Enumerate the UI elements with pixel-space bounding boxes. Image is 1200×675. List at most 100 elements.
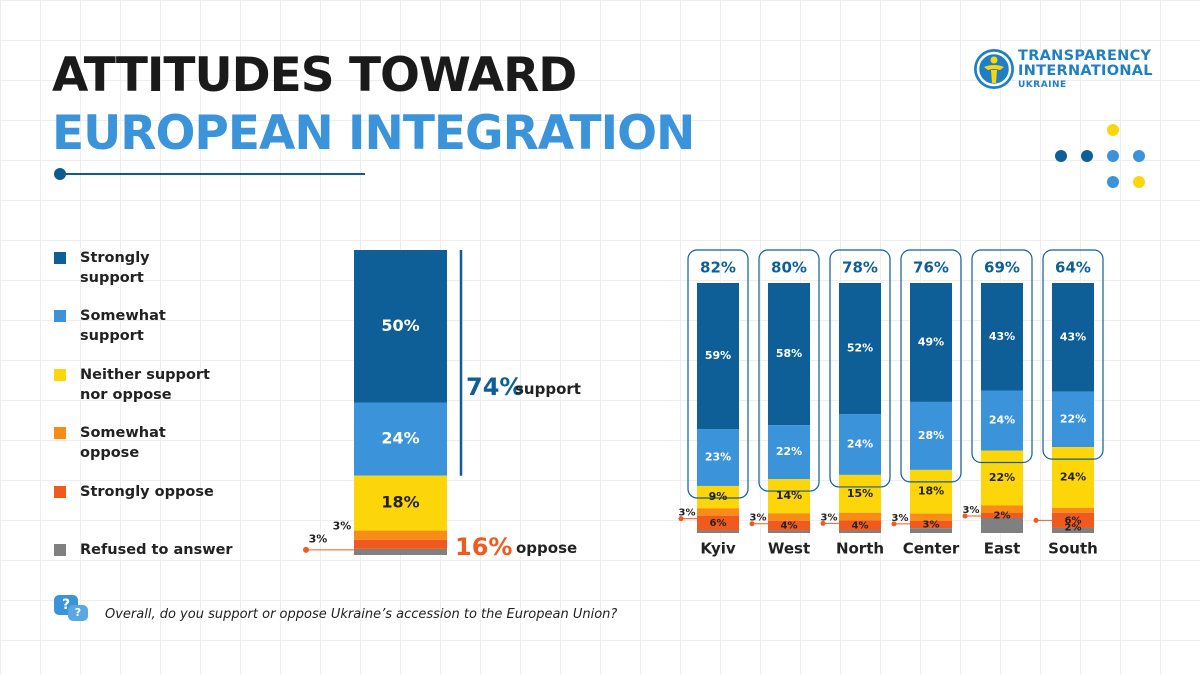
region-support-total: 69% (984, 259, 1020, 277)
region-bar-segment (839, 414, 881, 475)
region-support-box (758, 249, 820, 492)
region-bar-label: 24% (1060, 470, 1086, 483)
region-bar-label: 3% (963, 505, 980, 516)
leader-dot (303, 546, 309, 553)
total-bar-segment (354, 539, 447, 549)
total-bar-label: 3% (309, 532, 328, 545)
legend-swatch (54, 544, 66, 556)
title-line-2: EUROPEAN INTEGRATION (52, 106, 695, 161)
region-bar-segment (910, 469, 952, 514)
region-bar-segment (697, 530, 739, 533)
region-bar-label: 43% (1060, 330, 1086, 343)
region-bar-label: 23% (705, 451, 731, 464)
region-bar-label: 9% (709, 490, 728, 503)
region-bar-label: 3% (923, 520, 940, 531)
region-bar-label: 49% (918, 335, 944, 348)
region-bar-segment (768, 425, 810, 480)
region-bar-label: 6% (710, 518, 727, 529)
question-icon: ? ? (54, 595, 96, 629)
region-bar-segment (697, 515, 739, 531)
decorative-dot (1107, 176, 1119, 188)
survey-question: Overall, do you support or oppose Ukrain… (105, 607, 618, 622)
region-support-total: 82% (700, 259, 736, 277)
region-bar-segment (768, 513, 810, 521)
region-bar-segment (981, 505, 1023, 513)
logo-icon (974, 49, 1014, 89)
region-support-total: 76% (913, 259, 949, 277)
region-bar-label: 4% (852, 520, 869, 531)
region-bar-segment (910, 401, 952, 470)
region-bar-label: 22% (989, 471, 1015, 484)
region-bar-segment (839, 512, 881, 521)
total-bar-label: 24% (381, 429, 419, 448)
region-bar-label: 3% (892, 513, 909, 524)
total-bar-segment (354, 530, 447, 540)
decorative-dot (1081, 150, 1093, 162)
region-bar-segment (697, 429, 739, 486)
total-bar-label: 18% (381, 493, 419, 512)
legend-label: Somewhat oppose (80, 425, 166, 461)
leader-dot (1033, 517, 1039, 523)
region-category-label: Center (903, 540, 960, 558)
region-support-box (687, 249, 749, 499)
region-bar-segment (1052, 512, 1094, 528)
region-bar-segment (697, 508, 739, 516)
region-category-label: North (836, 540, 884, 558)
oppose-total-word: oppose (516, 539, 578, 557)
region-bar-label: 24% (847, 438, 873, 451)
logo-text-line-3: UKRAINE (1018, 80, 1067, 90)
region-bar-segment (839, 474, 881, 513)
region-bar-segment (1052, 527, 1094, 533)
region-bar-label: 18% (918, 485, 944, 498)
region-bar-label: 24% (989, 414, 1015, 427)
total-bar-segment (354, 548, 447, 555)
region-category-label: East (984, 540, 1020, 558)
region-bar-segment (981, 390, 1023, 451)
region-bar-label: 6% (1065, 515, 1082, 526)
support-total-value: 74% (466, 373, 524, 401)
total-bar-segment (354, 475, 447, 531)
region-bar-label: 4% (781, 521, 798, 532)
region-bar-segment (910, 528, 952, 533)
oppose-total-value: 16% (455, 533, 513, 561)
region-bar-segment (910, 513, 952, 521)
region-bar-segment (1052, 391, 1094, 448)
region-bar-segment (1052, 283, 1094, 392)
total-bar-label: 3% (333, 520, 352, 533)
region-bar-segment (981, 513, 1023, 518)
region-bar-segment (839, 530, 881, 533)
support-total-word: support (515, 380, 581, 398)
region-bar-label: 2% (1065, 522, 1082, 533)
leader-dot (891, 521, 897, 527)
legend-swatch (54, 427, 66, 439)
region-support-total: 78% (842, 259, 878, 277)
region-bar-segment (768, 479, 810, 514)
region-bar-segment (697, 485, 739, 509)
region-bar-segment (981, 518, 1023, 533)
legend-swatch (54, 486, 66, 498)
region-bar-label: 3% (750, 513, 767, 524)
region-bar-segment (910, 283, 952, 402)
logo-text-line-2: INTERNATIONAL (1018, 63, 1153, 79)
region-bar-label: 3% (679, 508, 696, 519)
region-support-box (900, 249, 962, 483)
legend-label: Strongly support (80, 250, 150, 286)
total-bar-label: 50% (381, 316, 419, 335)
legend-swatch (54, 369, 66, 381)
region-bar-label: 43% (989, 330, 1015, 343)
region-bar-label: 58% (776, 347, 802, 360)
legend-label: Somewhat support (80, 308, 166, 344)
region-bar-segment (697, 283, 739, 430)
region-bar-label: 15% (847, 487, 873, 500)
legend-swatch (54, 310, 66, 322)
region-support-box (971, 249, 1033, 464)
decorative-dot (1133, 176, 1145, 188)
decorative-dot (1133, 150, 1145, 162)
decorative-dot (1107, 124, 1119, 136)
region-bar-segment (839, 283, 881, 415)
region-bar-label: 28% (918, 429, 944, 442)
region-bar-label: 22% (1060, 412, 1086, 425)
region-bar-segment (910, 520, 952, 529)
region-bar-label: 3% (821, 512, 838, 523)
